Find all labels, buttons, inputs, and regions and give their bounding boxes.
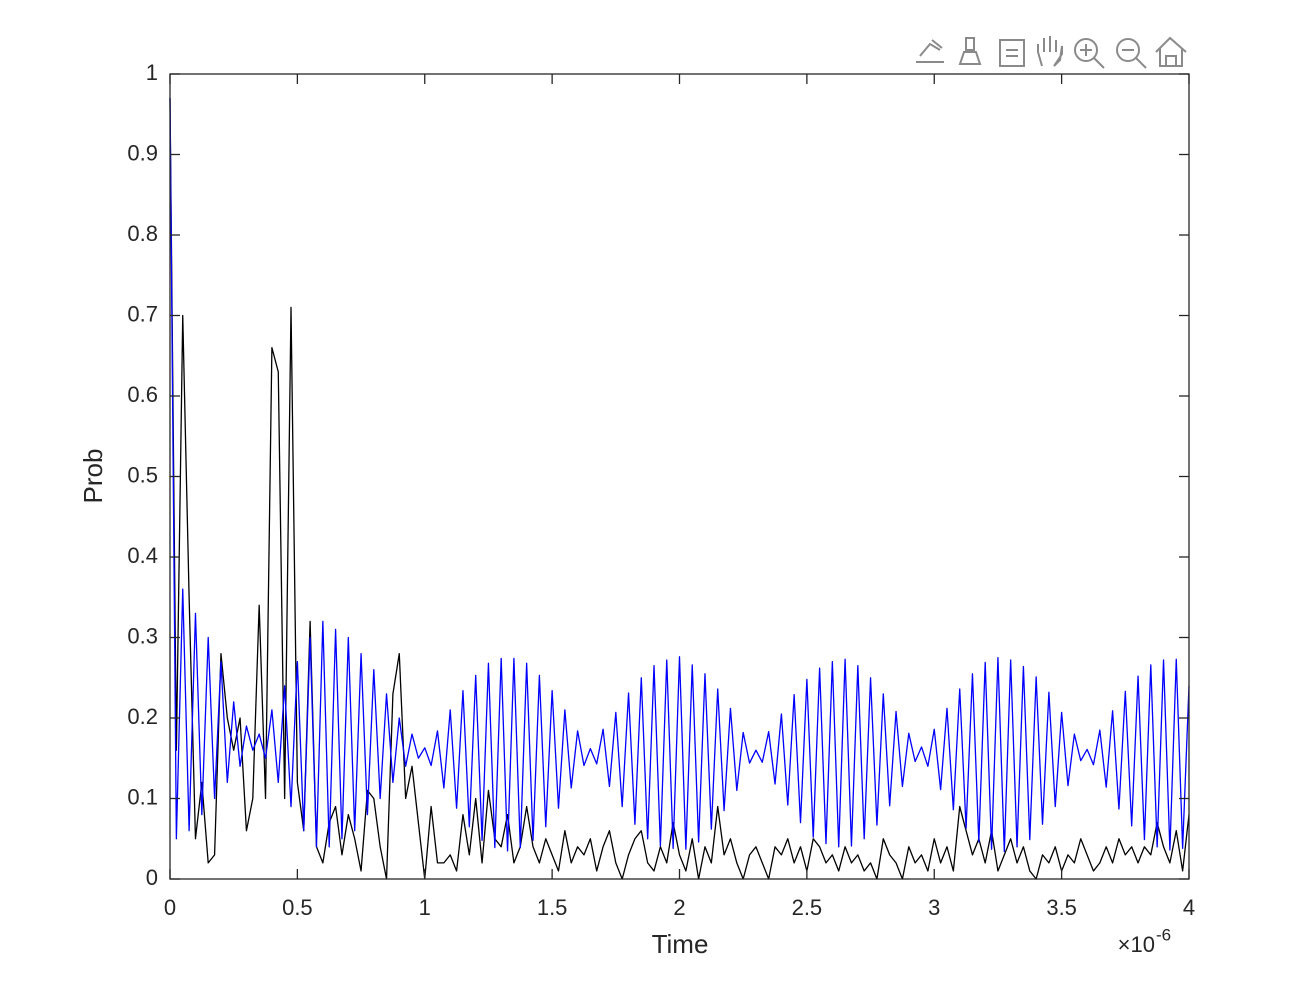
x-tick-label: 2 [673, 895, 685, 920]
y-tick-label: 0.7 [127, 301, 158, 326]
toolbar-datatip[interactable] [999, 39, 1025, 67]
y-tick-label: 0.6 [127, 382, 158, 407]
toolbar [916, 36, 1187, 69]
y-tick-label: 0.5 [127, 462, 158, 487]
y-axis-label: Prob [78, 449, 108, 504]
toolbar-zoom-out[interactable] [1116, 38, 1147, 69]
x-tick-label: 3.5 [1046, 895, 1077, 920]
x-tick-label: 4 [1183, 895, 1195, 920]
y-tick-label: 0.4 [127, 543, 158, 568]
y-tick-label: 0 [146, 865, 158, 890]
toolbar-export[interactable] [916, 39, 944, 63]
x-tick-label: 0 [164, 895, 176, 920]
y-tick-label: 0.3 [127, 623, 158, 648]
x-tick-label: 1.5 [537, 895, 568, 920]
y-tick-label: 1 [146, 60, 158, 85]
x-multiplier-base: ×10 [1118, 932, 1155, 957]
toolbar-zoom-in[interactable] [1074, 38, 1105, 69]
y-tick-label: 0.1 [127, 784, 158, 809]
x-tick-label: 0.5 [282, 895, 313, 920]
toolbar-home[interactable] [1155, 36, 1187, 67]
y-tick-label: 0.8 [127, 221, 158, 246]
toolbar-brush[interactable] [958, 37, 982, 65]
x-tick-label: 2.5 [792, 895, 823, 920]
x-tick-label: 1 [419, 895, 431, 920]
data-line [169, 98, 1190, 853]
x-tick-label: 3 [928, 895, 940, 920]
data-line [169, 98, 1190, 880]
toolbar-pan[interactable] [1037, 36, 1063, 67]
x-axis-label: Time [652, 929, 709, 959]
x-multiplier-exponent: -6 [1156, 925, 1171, 944]
y-tick-label: 0.9 [127, 140, 158, 165]
y-tick-label: 0.2 [127, 704, 158, 729]
